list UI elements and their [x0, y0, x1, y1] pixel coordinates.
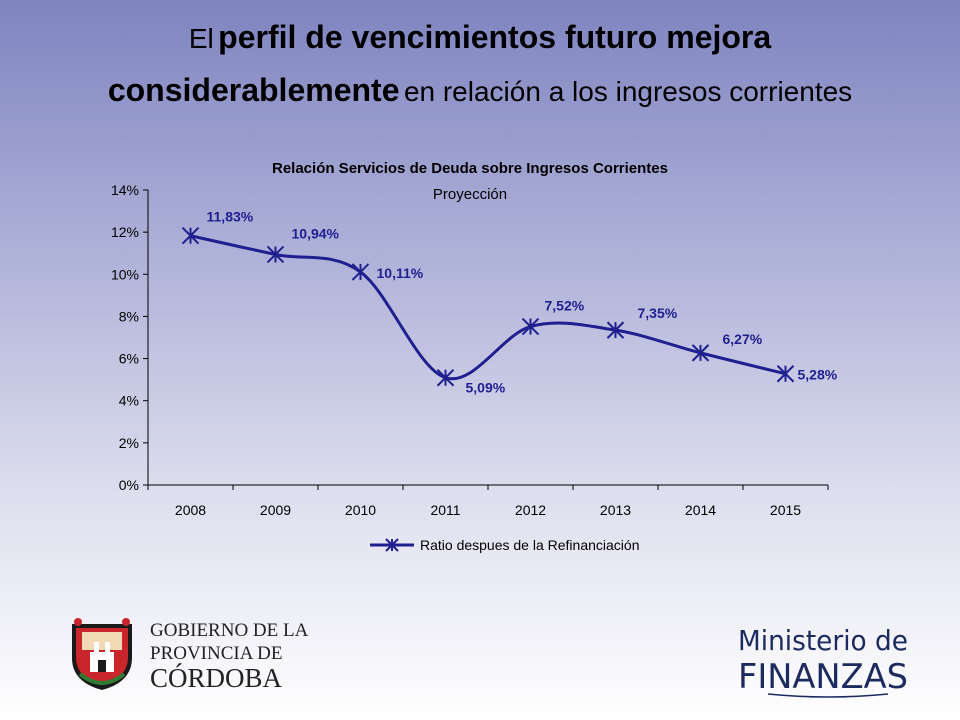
data-point — [181, 227, 200, 245]
y-tick-label: 4% — [119, 393, 139, 409]
data-label: 6,27% — [723, 331, 763, 347]
logo-left-line-1: GOBIERNO DE LA — [150, 620, 309, 641]
data-point — [691, 344, 710, 362]
chart-axes: 0% 2% 4% 6% 8% 10% 12% 14% 2008 2009 2010 2011 2012 2… — [111, 182, 829, 518]
data-point — [266, 245, 285, 264]
data-label: 5,09% — [466, 380, 506, 396]
data-point — [606, 321, 625, 339]
data-point — [436, 369, 455, 387]
y-tick-label: 2% — [119, 435, 139, 451]
data-point — [776, 365, 795, 383]
data-point — [521, 317, 540, 336]
chart-title: Relación Servicios de Deuda sobre Ingres… — [272, 160, 668, 177]
logo-left-line-3: CÓRDOBA — [150, 663, 283, 692]
series-line — [190, 234, 786, 381]
logo-left-line-2: PROVINCIA DE — [150, 643, 282, 664]
data-label: 7,52% — [545, 298, 585, 314]
x-tick-label: 2014 — [685, 502, 716, 518]
logo-swoosh — [767, 693, 889, 698]
chart-subtitle: Proyección — [433, 186, 507, 203]
y-tick-label: 8% — [119, 308, 139, 324]
logo-right-line-1: Ministerio de — [738, 624, 908, 657]
y-tick-label: 10% — [111, 266, 139, 282]
slide-title-line-2: considerablemente en relación a los ingr… — [0, 67, 960, 120]
x-tick-label: 2010 — [345, 502, 376, 518]
x-tick-label: 2013 — [600, 502, 631, 518]
logo-right-line-2: FINANZAS — [738, 657, 908, 697]
data-label: 10,11% — [377, 265, 424, 281]
y-tick-label: 14% — [111, 182, 139, 198]
x-tick-label: 2015 — [770, 502, 801, 518]
data-label: 10,94% — [292, 225, 340, 241]
data-label: 11,83% — [207, 209, 254, 225]
title-bold-2: considerablemente — [107, 72, 400, 108]
x-tick-label: 2012 — [515, 502, 546, 518]
x-tick-label: 2008 — [175, 502, 206, 518]
slide-title-line-1: El perfil de vencimientos futuro mejora — [0, 14, 960, 67]
title-prefix: El — [188, 23, 214, 54]
chart-legend: Ratio despues de la Refinanciación — [370, 537, 639, 553]
data-label: 7,35% — [638, 305, 678, 321]
y-tick-label: 0% — [119, 477, 139, 493]
legend-label: Ratio despues de la Refinanciación — [420, 537, 639, 553]
legend-marker — [385, 538, 399, 552]
x-tick-label: 2009 — [260, 502, 291, 518]
coat-of-arms-icon — [72, 618, 132, 690]
data-point — [351, 263, 370, 281]
title-suffix: en relación a los ingresos corrientes — [403, 76, 853, 107]
x-tick-label: 2011 — [430, 502, 460, 518]
slide-title: El perfil de vencimientos futuro mejora … — [0, 14, 960, 120]
chart-series: 11,83% 10,94% 10,11% 5,09% 7,52% 7,35% 6,27% 5,… — [181, 209, 838, 396]
data-label: 5,28% — [798, 367, 838, 383]
title-bold-1: perfil de vencimientos futuro mejora — [218, 19, 772, 55]
gobierno-cordoba-logo: GOBIERNO DE LA PROVINCIA DE CÓRDOBA — [72, 618, 309, 692]
y-tick-label: 6% — [119, 351, 139, 367]
ministerio-finanzas-logo: Ministerio de FINANZAS — [738, 624, 908, 698]
y-tick-label: 12% — [111, 224, 139, 240]
